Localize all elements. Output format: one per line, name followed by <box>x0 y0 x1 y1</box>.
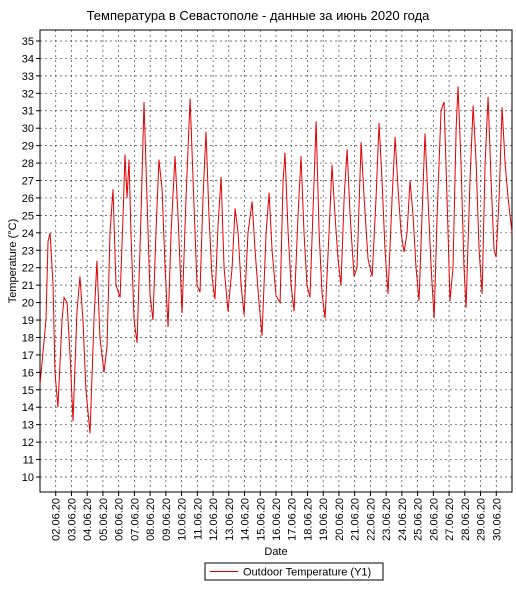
x-tick-label: 12.06.20 <box>208 498 220 541</box>
y-tick-label: 27 <box>22 176 34 188</box>
x-tick-label: 16.06.20 <box>271 498 283 541</box>
y-tick-label: 35 <box>22 36 34 48</box>
x-tick-label: 09.06.20 <box>161 498 173 541</box>
x-tick-label: 07.06.20 <box>129 498 141 541</box>
y-tick-label: 32 <box>22 88 34 100</box>
y-tick-label: 16 <box>22 367 34 379</box>
x-tick-label: 10.06.20 <box>177 498 189 541</box>
y-tick-label: 23 <box>22 245 34 257</box>
y-tick-label: 34 <box>22 53 34 65</box>
x-tick-label: 19.06.20 <box>318 498 330 541</box>
y-tick-label: 26 <box>22 193 34 205</box>
y-tick-label: 15 <box>22 385 34 397</box>
y-axis-label: Temperature (°C) <box>7 219 19 303</box>
x-tick-label: 25.06.20 <box>413 498 425 541</box>
y-tick-label: 19 <box>22 315 34 327</box>
x-tick-label: 13.06.20 <box>224 498 236 541</box>
x-tick-label: 06.06.20 <box>114 498 126 541</box>
y-tick-label: 21 <box>22 280 34 292</box>
x-tick-label: 11.06.20 <box>192 498 204 540</box>
legend <box>204 562 384 581</box>
x-tick-label: 03.06.20 <box>66 498 78 541</box>
y-tick-label: 18 <box>22 332 34 344</box>
x-tick-label: 20.06.20 <box>334 498 346 541</box>
y-tick-label: 14 <box>22 402 34 414</box>
y-tick-label: 20 <box>22 298 34 310</box>
y-tick-label: 31 <box>22 106 34 118</box>
y-tick-label: 11 <box>23 455 34 467</box>
series-line <box>39 86 513 434</box>
y-tick-label: 22 <box>22 263 34 275</box>
x-tick-label: 02.06.20 <box>51 498 63 541</box>
x-tick-label: 04.06.20 <box>82 498 94 541</box>
x-tick-label: 28.06.20 <box>460 498 472 541</box>
y-tick-label: 12 <box>22 437 34 449</box>
y-tick-label: 13 <box>22 420 34 432</box>
y-tick-label: 25 <box>22 210 34 222</box>
x-tick-label: 05.06.20 <box>98 498 110 541</box>
y-tick-label: 17 <box>22 350 34 362</box>
y-tick-label: 30 <box>22 123 34 135</box>
legend-label: Outdoor Temperature (Y1) <box>243 567 371 579</box>
x-tick-label: 23.06.20 <box>381 498 393 541</box>
x-tick-label: 08.06.20 <box>145 498 157 541</box>
x-tick-label: 14.06.20 <box>240 498 252 541</box>
y-tick-label: 33 <box>22 71 34 83</box>
x-tick-label: 30.06.20 <box>491 498 503 541</box>
y-tick-label: 10 <box>22 472 34 484</box>
x-tick-label: 15.06.20 <box>255 498 267 541</box>
plot-frame <box>39 29 513 493</box>
x-tick-label: 21.06.20 <box>350 498 362 541</box>
y-tick-label: 28 <box>22 158 34 170</box>
x-axis-label: Date <box>264 546 287 558</box>
x-tick-label: 17.06.20 <box>287 498 299 541</box>
x-tick-label: 18.06.20 <box>302 498 314 541</box>
x-tick-label: 27.06.20 <box>444 498 456 541</box>
x-tick-label: 22.06.20 <box>365 498 377 541</box>
y-tick-label: 24 <box>22 228 34 240</box>
x-tick-label: 29.06.20 <box>476 498 488 541</box>
x-tick-label: 24.06.20 <box>397 498 409 541</box>
x-tick-label: 26.06.20 <box>428 498 440 541</box>
chart-title: Температура в Севастополе - данные за ию… <box>87 8 431 23</box>
y-tick-label: 29 <box>22 141 34 153</box>
